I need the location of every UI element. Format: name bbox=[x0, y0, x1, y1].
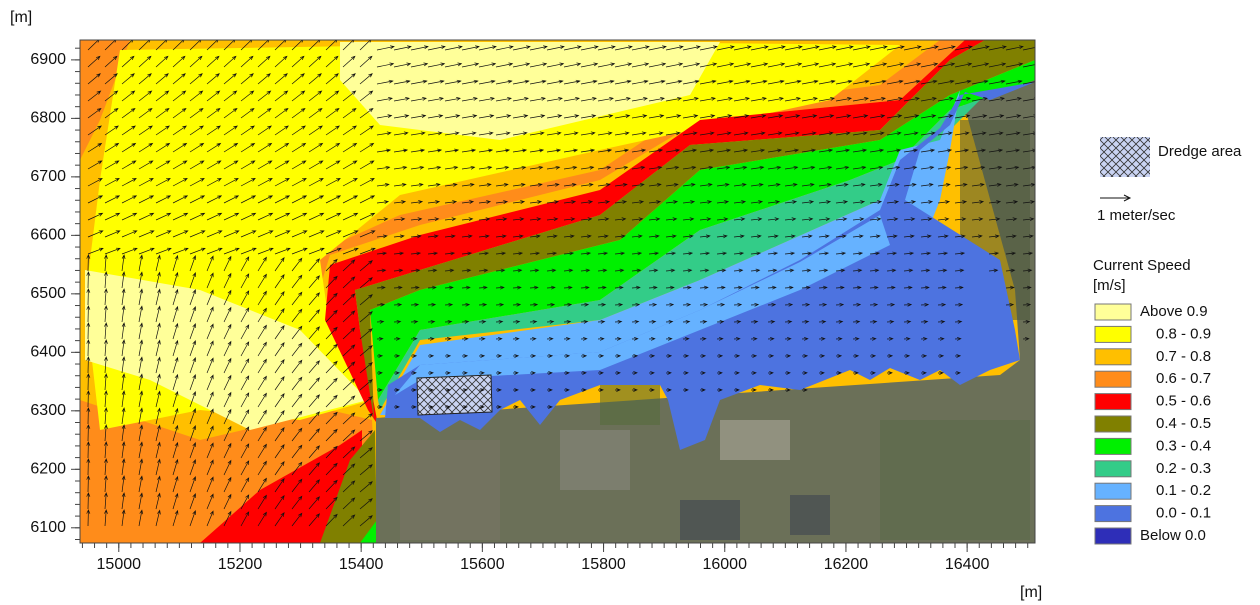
vector-scale-label: 1 meter/sec bbox=[1097, 207, 1176, 224]
y-tick-label: 6100 bbox=[30, 519, 66, 536]
y-axis-label: [m] bbox=[10, 9, 32, 26]
dredge-legend-swatch bbox=[1100, 137, 1150, 177]
x-tick-label: 15000 bbox=[97, 556, 142, 573]
legend-label: Below 0.0 bbox=[1140, 527, 1206, 544]
x-tick-label: 15400 bbox=[339, 556, 384, 573]
legend-swatch bbox=[1095, 461, 1131, 477]
legend-label: Above 0.9 bbox=[1140, 303, 1208, 320]
x-tick-label: 15600 bbox=[460, 556, 505, 573]
legend-label: 0.8 - 0.9 bbox=[1156, 325, 1211, 342]
legend-label: 0.7 - 0.8 bbox=[1156, 348, 1211, 365]
legend-swatch bbox=[1095, 438, 1131, 454]
legend-swatch bbox=[1095, 304, 1131, 320]
x-tick-label: 16400 bbox=[945, 556, 990, 573]
legend-label: 0.3 - 0.4 bbox=[1156, 437, 1211, 454]
x-tick-label: 16200 bbox=[824, 556, 869, 573]
legend-swatch bbox=[1095, 416, 1131, 432]
x-tick-label: 15200 bbox=[218, 556, 263, 573]
y-tick-label: 6200 bbox=[30, 461, 66, 478]
legend-units: [m/s] bbox=[1093, 277, 1126, 294]
y-tick-label: 6500 bbox=[30, 285, 66, 302]
legend-items: Above 0.9 0.8 - 0.9 0.7 - 0.8 0.6 - 0.7 0.5 … bbox=[1095, 303, 1211, 544]
y-tick-label: 6700 bbox=[30, 168, 66, 185]
dredge-area bbox=[417, 375, 492, 415]
contour-map bbox=[80, 39, 1040, 543]
legend-swatch bbox=[1095, 349, 1131, 365]
x-axis-label: [m] bbox=[1020, 584, 1042, 601]
legend-label: 0.5 - 0.6 bbox=[1156, 393, 1211, 410]
legend-swatch bbox=[1095, 394, 1131, 410]
legend: Dredge area 1 meter/sec Current Speed [m… bbox=[1093, 137, 1242, 544]
y-tick-label: 6300 bbox=[30, 402, 66, 419]
map-figure: 15000 15200 15400 15600 15800 16000 16200 16400… bbox=[0, 0, 1260, 605]
legend-label: 0.6 - 0.7 bbox=[1156, 370, 1211, 387]
x-tick-label: 16000 bbox=[702, 556, 747, 573]
legend-swatch bbox=[1095, 483, 1131, 499]
y-tick-label: 6900 bbox=[30, 51, 66, 68]
legend-swatch bbox=[1095, 326, 1131, 342]
legend-label: 0.2 - 0.3 bbox=[1156, 460, 1211, 477]
x-tick-label: 15800 bbox=[581, 556, 626, 573]
y-tick-label: 6600 bbox=[30, 227, 66, 244]
y-tick-label: 6400 bbox=[30, 344, 66, 361]
legend-label: 0.4 - 0.5 bbox=[1156, 415, 1211, 432]
legend-label: 0.0 - 0.1 bbox=[1156, 505, 1211, 522]
legend-swatch bbox=[1095, 528, 1131, 544]
dredge-legend-label: Dredge area bbox=[1158, 143, 1242, 160]
y-tick-label: 6800 bbox=[30, 110, 66, 127]
legend-swatch bbox=[1095, 371, 1131, 387]
legend-label: 0.1 - 0.2 bbox=[1156, 482, 1211, 499]
legend-swatch bbox=[1095, 506, 1131, 522]
legend-title: Current Speed bbox=[1093, 257, 1191, 274]
vector-scale-arrow bbox=[1100, 195, 1130, 201]
